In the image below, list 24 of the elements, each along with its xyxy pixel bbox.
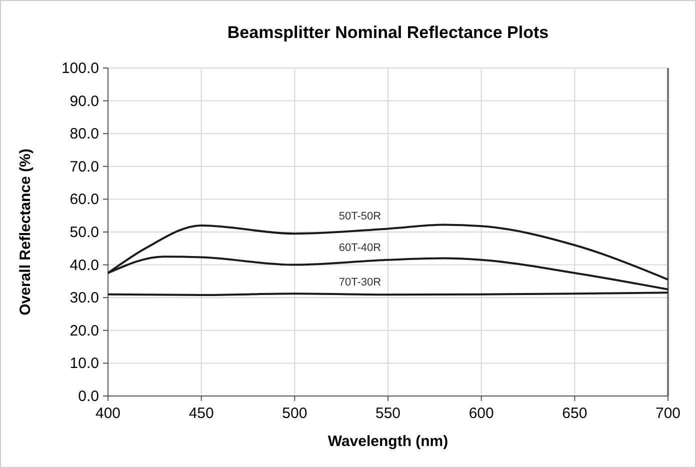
y-tick-label: 100.0 [61,60,99,77]
y-tick-label: 80.0 [70,126,99,143]
y-tick-label: 10.0 [70,355,99,372]
x-tick-label: 700 [655,405,681,422]
series-label: 70T-30R [338,276,382,289]
x-tick-label: 550 [375,405,401,422]
y-tick-label: 0.0 [78,388,99,405]
y-tick-label: 30.0 [70,290,99,307]
x-tick-label: 450 [188,405,214,422]
y-axis-title: Overall Reflectance (%) [17,148,34,316]
y-tick-label: 60.0 [70,191,99,208]
y-tick-label: 90.0 [70,92,99,110]
chart-title: Beamsplitter Nominal Reflectance Plots [227,23,549,42]
y-tick-label: 20.0 [70,322,99,340]
series-label: 50T-50R [338,210,382,223]
x-tick-label: 650 [562,405,588,422]
y-tick-label: 70.0 [70,158,99,176]
y-tick-label: 50.0 [70,224,99,241]
x-tick-label: 400 [95,405,121,422]
x-axis-title: Wavelength (nm) [328,433,448,450]
x-tick-label: 600 [468,405,494,422]
x-tick-label: 500 [282,405,308,422]
series-label: 60T-40R [338,242,382,254]
y-tick-label: 40.0 [70,256,99,274]
